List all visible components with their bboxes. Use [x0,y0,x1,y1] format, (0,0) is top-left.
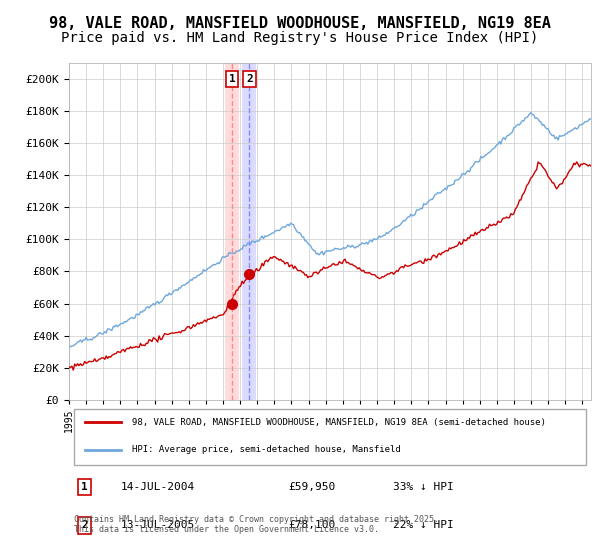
Text: 14-JUL-2004: 14-JUL-2004 [121,482,196,492]
Text: 13-JUL-2005: 13-JUL-2005 [121,520,196,530]
Text: 2: 2 [246,74,253,84]
Text: 1: 1 [229,74,236,84]
Text: 98, VALE ROAD, MANSFIELD WOODHOUSE, MANSFIELD, NG19 8EA: 98, VALE ROAD, MANSFIELD WOODHOUSE, MANS… [49,16,551,31]
Text: Price paid vs. HM Land Registry's House Price Index (HPI): Price paid vs. HM Land Registry's House … [61,31,539,45]
Text: 2: 2 [81,520,88,530]
Text: 1: 1 [81,482,88,492]
Text: 98, VALE ROAD, MANSFIELD WOODHOUSE, MANSFIELD, NG19 8EA (semi-detached house): 98, VALE ROAD, MANSFIELD WOODHOUSE, MANS… [131,418,545,427]
Text: HPI: Average price, semi-detached house, Mansfield: HPI: Average price, semi-detached house,… [131,445,400,454]
Text: 33% ↓ HPI: 33% ↓ HPI [392,482,454,492]
Text: £78,100: £78,100 [288,520,335,530]
Text: 22% ↓ HPI: 22% ↓ HPI [392,520,454,530]
Text: £59,950: £59,950 [288,482,335,492]
FancyBboxPatch shape [74,409,586,465]
Text: Contains HM Land Registry data © Crown copyright and database right 2025.
This d: Contains HM Land Registry data © Crown c… [74,515,439,534]
